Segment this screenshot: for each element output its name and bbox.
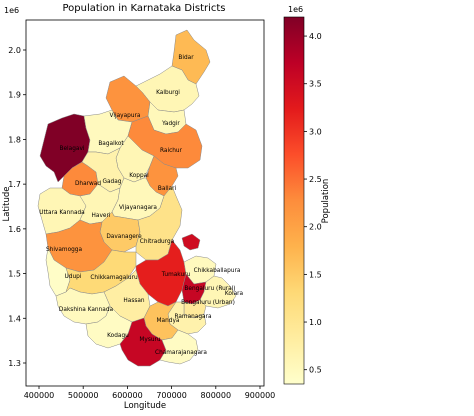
label-mysuru: Mysuru [139, 337, 161, 343]
y-tick-label: 1.8 [8, 135, 21, 144]
label-tumakuru: Tumakuru [161, 272, 191, 278]
label-vijayanagara: Vijayanagara [119, 205, 157, 211]
colorbar-label: Population [321, 179, 331, 224]
y-tick-label: 1.3 [8, 359, 21, 368]
label-bagalkot: Bagalkot [98, 141, 124, 147]
colorbar-ticks: 0.5 1.0 1.5 2.0 2.5 3.0 3.5 4.0 [304, 32, 322, 375]
label-gadag: Gadag [103, 179, 122, 185]
colorbar-tick-label: 1.0 [309, 318, 322, 327]
x-tick-label: 800000 [201, 391, 232, 400]
y-tick-label: 2.0 [8, 46, 21, 55]
colorbar-tick-label: 1.5 [309, 270, 322, 279]
y-tick-label: 1.6 [8, 225, 21, 234]
label-hassan: Hassan [123, 298, 145, 304]
colorbar-tick-label: 0.5 [309, 366, 322, 375]
y-axis-ticks: 1.3 1.4 1.5 1.6 1.7 1.8 1.9 2.0 [8, 46, 26, 368]
district-kolara [199, 275, 237, 309]
colorbar-tick-label: 3.0 [309, 127, 322, 136]
label-yadgir: Yadgir [161, 121, 180, 127]
label-bidar: Bidar [178, 55, 194, 61]
y-tick-label: 1.5 [8, 270, 21, 279]
district-labels: Bidar Kalburgi Vijayapura Yadgir Belagav… [39, 55, 243, 356]
x-tick-label: 600000 [112, 391, 143, 400]
label-bengaluru-urban: Bengaluru (Urban) [181, 300, 235, 306]
x-tick-label: 500000 [68, 391, 99, 400]
chart-title: Population in Karnataka Districts [62, 3, 225, 14]
colorbar-tick-label: 3.5 [309, 80, 322, 89]
x-tick-label: 900000 [245, 391, 276, 400]
y-tick-label: 1.7 [8, 180, 21, 189]
label-bengaluru-rural: Bengaluru (Rural) [184, 286, 235, 292]
label-haveri: Haveri [92, 213, 111, 219]
y-tick-label: 1.4 [8, 314, 21, 323]
label-uttara-kannada: Uttara Kannada [39, 210, 85, 216]
label-dakshina-kannada: Dakshina Kannada [59, 307, 114, 313]
district-chamarajanagara [159, 329, 199, 365]
district-chitradurga [135, 185, 183, 261]
label-kalburgi: Kalburgi [156, 90, 180, 96]
x-tick-label: 700000 [156, 391, 187, 400]
label-chitradurga: Chitradurga [140, 239, 175, 245]
district-dakshina-kannada [55, 287, 111, 325]
label-shivamogga: Shivamogga [46, 247, 82, 253]
label-koppal: Koppal [129, 173, 149, 179]
label-kodagu: Kodagu [107, 333, 129, 339]
plot-frame [25, 19, 265, 387]
label-mandya: Mandya [157, 318, 180, 324]
district-map [37, 29, 237, 367]
label-raichur: Raichur [160, 148, 183, 154]
colorbar-tick-label: 2.5 [309, 175, 322, 184]
colorbar: 1e6 0.5 1.0 1.5 2.0 2.5 3.0 3.5 4.0 Population [283, 5, 331, 385]
label-udupi: Udupi [65, 274, 82, 280]
x-axis-label: Longitude [124, 401, 166, 411]
y-axis-label: Latitude [2, 187, 12, 222]
label-ramanagara: Ramanagara [174, 314, 211, 320]
label-chikkamagaluru: Chikkamagaluru [90, 275, 138, 281]
x-axis-ticks: 400000 500000 600000 700000 800000 900000 [24, 386, 276, 400]
colorbar-tick-label: 2.0 [309, 223, 322, 232]
label-chikkaballapura: Chikkaballapura [194, 268, 241, 274]
label-ballari: Ballari [158, 186, 177, 192]
label-chamarajanagara: Chamarajanagara [155, 350, 207, 356]
y-tick-label: 1.9 [8, 91, 21, 100]
district-bidar [171, 29, 211, 85]
y-offset-label: 1e6 [4, 6, 19, 15]
district-bengaluru-detached-parcel [181, 233, 201, 251]
label-dharwad: Dharwad [75, 181, 101, 187]
label-davanagere: Davanagere [106, 234, 142, 240]
x-tick-label: 400000 [24, 391, 55, 400]
colorbar-tick-label: 4.0 [309, 32, 322, 41]
colorbar-gradient [283, 16, 305, 385]
label-vijayapura: Vijayapura [110, 113, 141, 119]
label-belagavi: Belagavi [60, 146, 85, 152]
label-kolara: Kolara [225, 291, 244, 297]
colorbar-offset-label: 1e6 [288, 5, 303, 14]
